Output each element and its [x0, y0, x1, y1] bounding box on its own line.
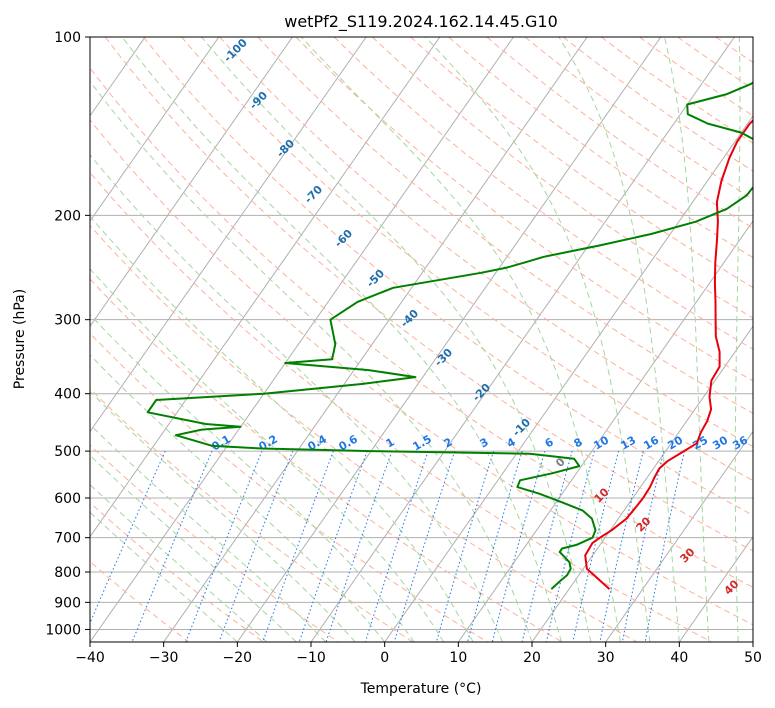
- chart-title: wetPf2_S119.2024.162.14.45.G10: [284, 12, 558, 32]
- moist-adiabat-line: [121, 37, 562, 642]
- background-lines: [90, 37, 753, 642]
- y-tick-label: 200: [54, 208, 81, 224]
- dry-adiabat-line: [562, 37, 753, 172]
- isotherm-line: [90, 37, 441, 538]
- dry-adiabat-line: [486, 37, 753, 229]
- isotherm-line: [236, 37, 662, 642]
- dry-adiabat-line: [600, 37, 753, 144]
- dry-adiabat-line: [90, 67, 753, 588]
- isotherm-line: [310, 37, 735, 642]
- moist-adiabat-line: [90, 80, 533, 642]
- moist-adiabat-line: [425, 37, 651, 642]
- mixing-ratio-line: [467, 450, 523, 642]
- x-tick-label: 50: [744, 650, 762, 666]
- isotherm-line: [163, 37, 588, 642]
- y-tick-label: 600: [54, 491, 81, 507]
- y-tick-label: 500: [54, 444, 81, 460]
- moist-adiabat-line: [90, 423, 327, 642]
- x-tick-label: 40: [670, 650, 688, 666]
- moist-adiabat-line: [300, 37, 621, 642]
- moist-adiabat-line: [90, 313, 415, 642]
- dry-adiabat-line: [372, 37, 753, 319]
- mixing-ratio-line: [298, 450, 368, 642]
- moist-adiabat-line: [90, 154, 503, 642]
- plot-frame: [89, 36, 754, 643]
- dewpoint-line: [146, 81, 753, 590]
- mixing-ratio-line: [131, 450, 213, 642]
- mixing-ratio-line: [521, 450, 573, 642]
- dry-adiabat-line: [90, 119, 753, 626]
- dry-adiabat-line: [219, 37, 753, 448]
- x-axis-title: Temperature (°C): [360, 681, 482, 697]
- moist-adiabat-line: [90, 215, 474, 642]
- dry-adiabat-line: [90, 171, 712, 642]
- isotherm-line: [90, 37, 220, 222]
- x-tick-label: 20: [523, 650, 541, 666]
- moist-adiabat-line: [201, 37, 592, 642]
- isotherm-line: [90, 37, 514, 642]
- dry-adiabat-line: [90, 444, 339, 642]
- isotherm-line: [678, 535, 753, 642]
- isotherm-line: [531, 325, 753, 642]
- moist-adiabat-line: [90, 268, 445, 642]
- dry-adiabat-line: [143, 37, 753, 516]
- isotherm-line: [605, 430, 753, 642]
- moist-adiabat-line: [90, 390, 356, 642]
- isotherm-line: [90, 37, 367, 433]
- temperature-line: [584, 119, 753, 590]
- isotherm-line: [90, 37, 293, 328]
- dry-adiabat-line: [257, 37, 753, 414]
- moist-adiabat-line: [90, 354, 386, 642]
- axes: −40 −30 −20 −10 0 10 20 30 40 50 1000 900 800 700 600 5…: [45, 30, 762, 666]
- mixing-ratio-line: [393, 450, 456, 642]
- moist-adiabat-line: [90, 454, 297, 642]
- x-tick-label: 10: [449, 650, 467, 666]
- x-tick-label: −30: [149, 650, 179, 666]
- moist-adiabat-line: [90, 483, 268, 642]
- y-tick-label: 400: [54, 387, 81, 403]
- moist-adiabat-line: [558, 37, 680, 642]
- dry-adiabat-line: [90, 278, 563, 642]
- x-tick-label: 0: [380, 650, 389, 666]
- profile-lines: [146, 81, 753, 590]
- mixing-ratio-line: [435, 450, 495, 642]
- y-tick-label: 900: [54, 595, 81, 611]
- dry-adiabat-line: [295, 37, 753, 382]
- mixing-ratio-line: [364, 450, 429, 642]
- moist-adiabat-line: [90, 511, 238, 642]
- mixing-ratio-line: [545, 450, 595, 642]
- mixing-ratio-line: [572, 450, 620, 642]
- y-axis-title: Pressure (hPa): [12, 289, 28, 389]
- dry-adiabat-line: [90, 501, 264, 642]
- mixing-ratio-line: [644, 450, 685, 642]
- y-tick-label: 1000: [45, 622, 81, 638]
- mixing-ratio-line: [621, 450, 665, 642]
- y-tick-label: 100: [54, 30, 81, 46]
- x-tick-label: −10: [296, 650, 326, 666]
- isotherm-line: [457, 220, 753, 642]
- plot-area: -100-90-80-70-60-50-40-30-20-100.1 0.2 0.4…: [90, 37, 753, 642]
- y-tick-label: 800: [54, 565, 81, 581]
- dry-adiabat-line: [90, 332, 488, 642]
- dry-adiabat-line: [104, 37, 753, 552]
- moist-adiabat-line: [664, 37, 710, 642]
- y-tick-label: 700: [54, 531, 81, 547]
- mixing-ratio-line: [325, 450, 393, 642]
- x-tick-label: −40: [75, 650, 105, 666]
- y-tick-label: 300: [54, 313, 81, 329]
- x-tick-label: 30: [597, 650, 615, 666]
- mixing-ratio-line: [491, 450, 546, 642]
- dry-adiabat-line: [90, 224, 638, 642]
- moist-adiabat-line: [734, 37, 741, 642]
- mixing-ratio-line: [599, 450, 644, 642]
- mixing-ratio-line: [90, 450, 166, 625]
- isotherm-line: [384, 114, 753, 642]
- x-tick-label: −20: [223, 650, 253, 666]
- dry-adiabat-line: [448, 37, 753, 259]
